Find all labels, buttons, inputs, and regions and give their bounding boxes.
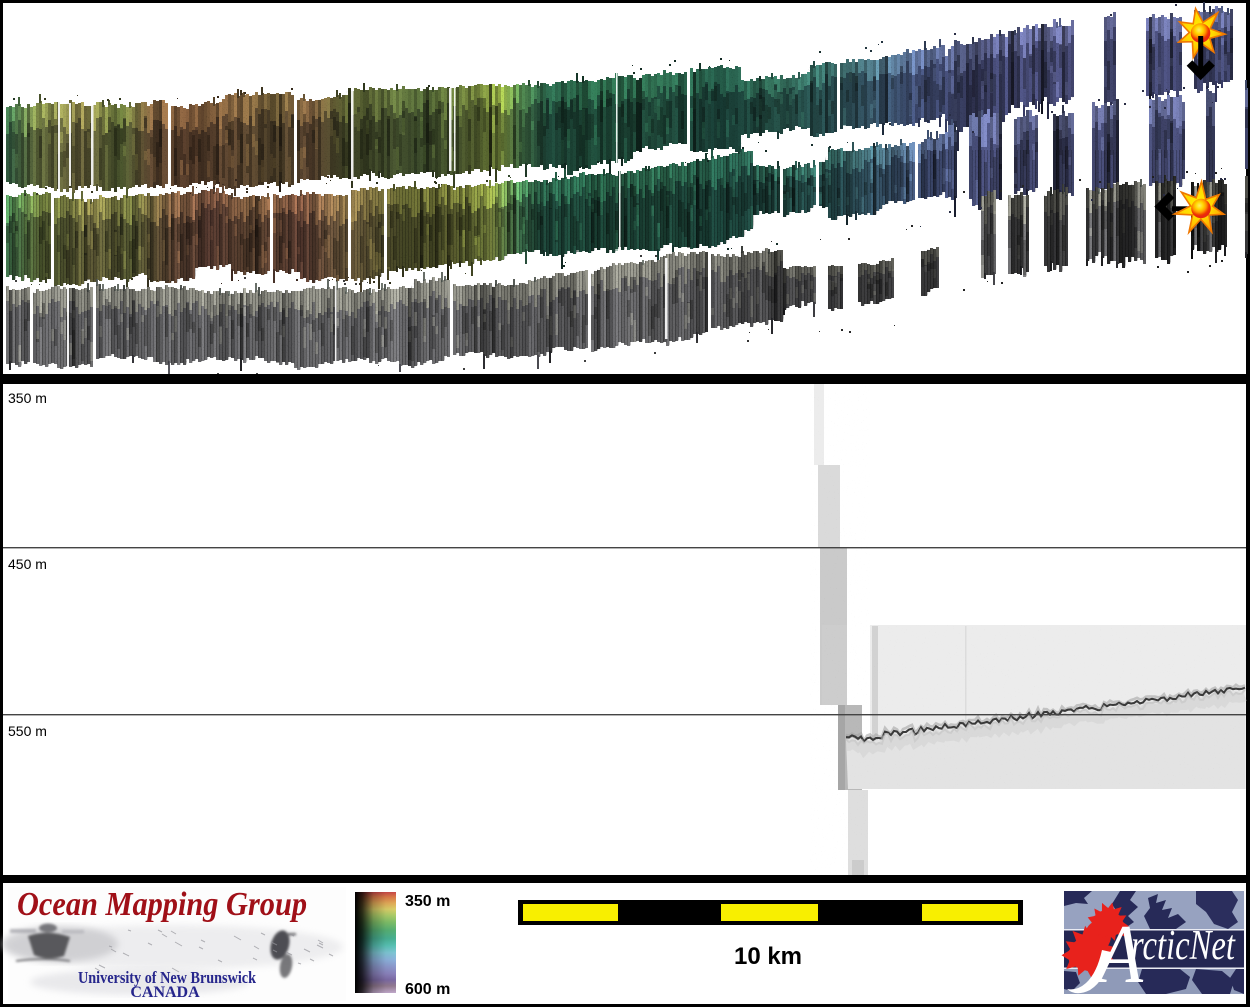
svg-text:10 km: 10 km: [734, 943, 802, 970]
svg-text:550 m: 550 m: [8, 723, 47, 739]
svg-text:600 m: 600 m: [405, 981, 450, 998]
svg-text:350 m: 350 m: [8, 390, 47, 406]
svg-text:Ocean Mapping Group: Ocean Mapping Group: [17, 886, 307, 923]
svg-text:450 m: 450 m: [8, 556, 47, 572]
svg-text:University of New Brunswick: University of New Brunswick: [78, 968, 256, 987]
svg-text:rcticNet: rcticNet: [1131, 923, 1236, 969]
svg-text:350 m: 350 m: [405, 893, 450, 910]
svg-text:CANADA: CANADA: [130, 984, 200, 1001]
